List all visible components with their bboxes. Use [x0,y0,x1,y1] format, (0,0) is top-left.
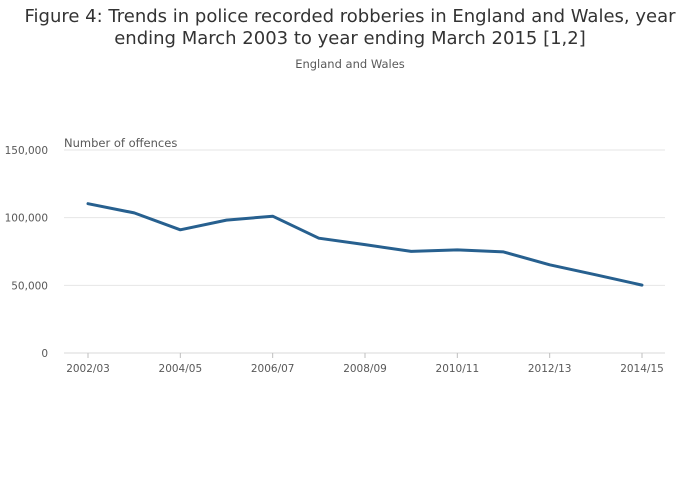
x-axis: 2002/03 2004/05 2006/07 2008/09 2010/11 2012/… [64,352,665,375]
chart-title: Figure 4: Trends in police recorded robb… [0,6,700,50]
series-line[interactable] [86,202,644,287]
data-point[interactable] [316,235,322,241]
x-tick-label: 2002/03 [66,363,110,375]
data-point[interactable] [501,249,507,255]
y-tick-label: 0 [41,348,48,360]
gridlines [64,149,665,286]
chart-title-line-1: Figure 4: Trends in police recorded robb… [24,6,676,27]
y-tick-label: 100,000 [5,213,48,225]
series-group [85,201,645,288]
x-tick-label: 2006/07 [251,363,295,375]
data-point[interactable] [547,262,553,268]
data-point[interactable] [639,282,645,288]
y-axis-ticks: 0 50,000 100,000 150,000 [5,145,48,360]
x-tick-label: 2004/05 [159,363,203,375]
data-point[interactable] [270,213,276,219]
y-axis-label: Number of offences [64,136,177,150]
data-point[interactable] [177,227,183,233]
data-point[interactable] [593,272,599,278]
data-point[interactable] [408,248,414,254]
data-point[interactable] [85,201,91,207]
x-tick-label: 2008/09 [343,363,387,375]
y-tick-label: 50,000 [11,280,48,292]
x-tick-label: 2012/13 [528,363,572,375]
y-tick-label: 150,000 [5,145,48,157]
chart-subtitle: England and Wales [295,57,405,71]
data-point[interactable] [131,210,137,216]
data-point[interactable] [454,247,460,253]
data-point[interactable] [224,217,230,223]
x-tick-label: 2014/15 [620,363,664,375]
chart-title-line-2: ending March 2003 to year ending March 2… [114,28,586,49]
x-tick-label: 2010/11 [436,363,480,375]
data-point[interactable] [362,242,368,248]
